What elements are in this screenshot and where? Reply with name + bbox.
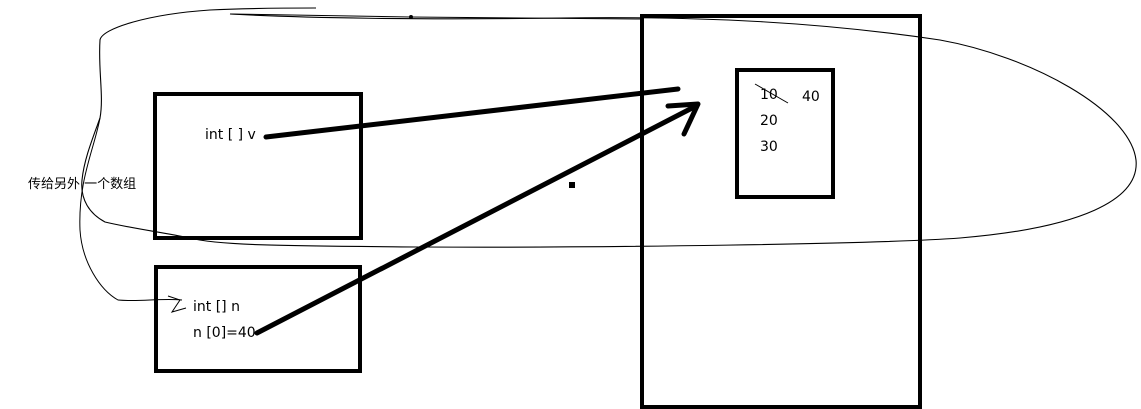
heap-array-box <box>735 68 835 199</box>
reference-arrow-v <box>263 86 681 140</box>
arrowhead-n <box>665 101 701 137</box>
side-note: 传给另外 一个数组 <box>28 177 137 192</box>
note-connector <box>79 117 183 302</box>
heap-value-1: 20 <box>760 113 778 129</box>
heap-overwrite-value: 40 <box>802 89 820 105</box>
dot-marker <box>409 15 413 19</box>
stack-box-v-label: int [ ] v <box>205 127 256 143</box>
heap-value-2: 30 <box>760 139 778 155</box>
enclosing-loop <box>81 7 1137 248</box>
stack-box-n-line2: n [0]=40 <box>193 325 256 341</box>
strike-through <box>754 83 789 104</box>
heap-region <box>640 14 922 409</box>
stack-box-n <box>154 265 362 373</box>
note-connector-hook <box>167 295 187 313</box>
heap-value-0: 10 <box>760 87 778 103</box>
reference-arrow-n <box>254 103 699 336</box>
stack-box-n-line1: int [] n <box>193 299 240 315</box>
square-dot <box>569 182 575 188</box>
stack-box-v <box>153 92 363 240</box>
